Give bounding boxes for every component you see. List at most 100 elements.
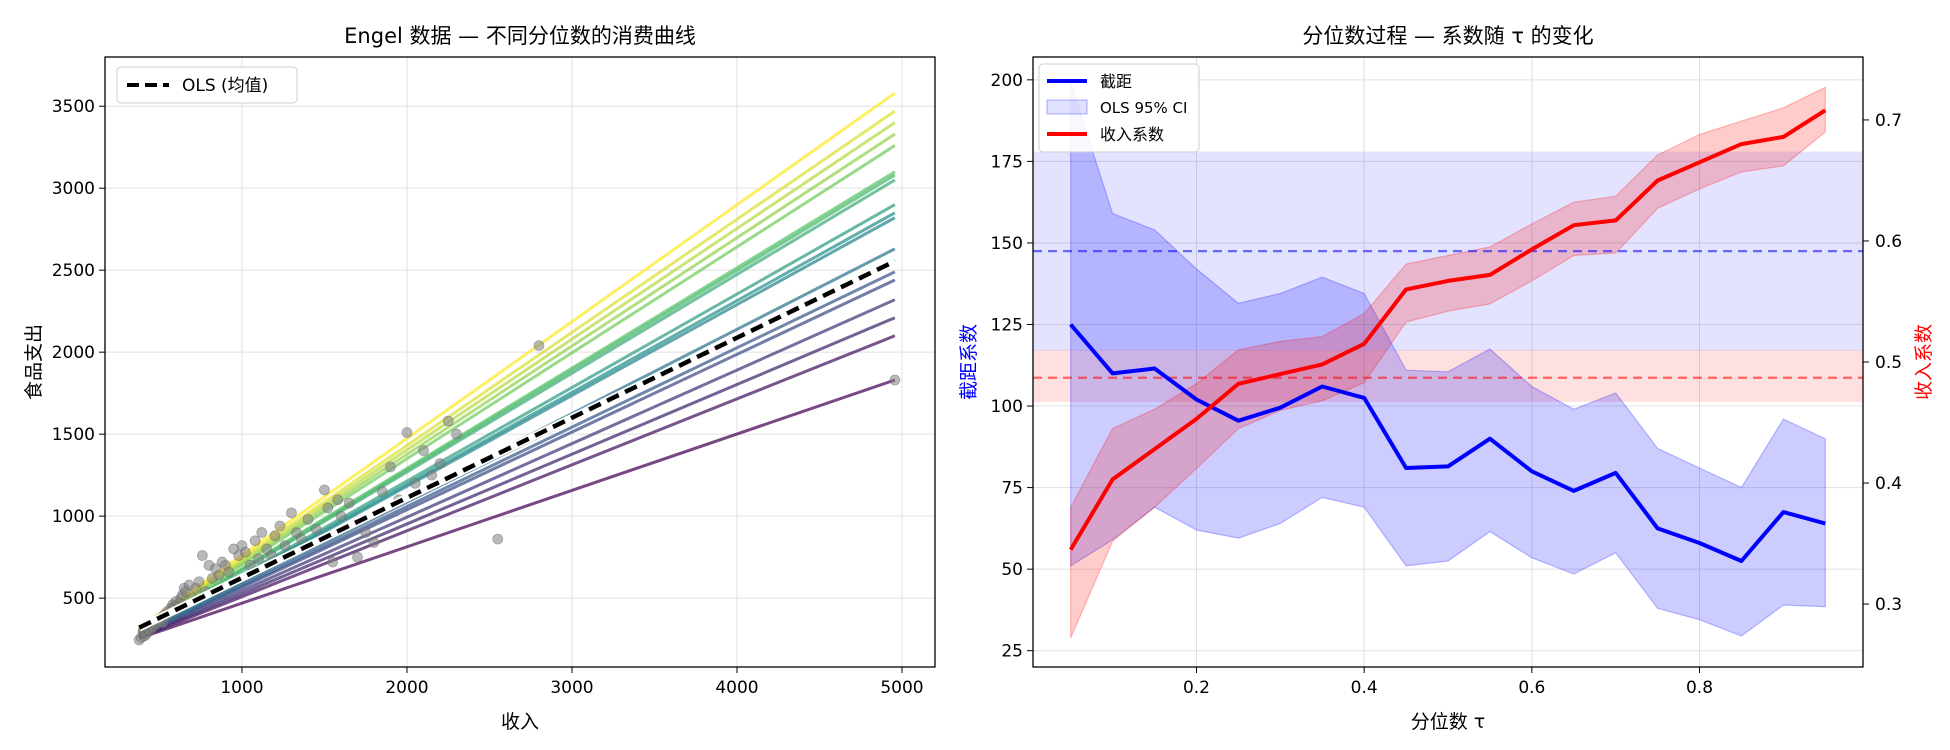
- y-left-tick-label: 75: [1001, 479, 1023, 499]
- plot-frame: [104, 56, 936, 668]
- scatter-point: [385, 461, 396, 473]
- y-tick-label: 1500: [52, 425, 95, 445]
- x-tick-label: 0.8: [1686, 678, 1713, 698]
- scatter-point: [451, 428, 462, 440]
- plot-area: [1033, 57, 1863, 667]
- income-ci-band: [1070, 86, 1826, 639]
- quantile-line: [138, 203, 896, 635]
- scatter-point: [223, 566, 235, 578]
- right-chart-title: 分位数过程 — 系数随 τ 的变化: [1302, 24, 1593, 48]
- grid: [1033, 57, 1863, 667]
- scatter-point: [319, 484, 330, 496]
- y-left-tick-label: 100: [991, 397, 1023, 417]
- scatter-point: [269, 530, 281, 542]
- x-tick-label: 4000: [715, 678, 758, 698]
- y-tick-label: 2000: [52, 343, 95, 363]
- income-line: [1068, 108, 1827, 551]
- income-ols-ci-band: [1033, 349, 1863, 402]
- legend-ci-label: OLS 95% CI: [1100, 99, 1187, 117]
- y-tick-label: 1000: [52, 507, 95, 527]
- scatter-point: [322, 502, 334, 514]
- y-right-tick-label: 0.6: [1875, 232, 1902, 252]
- scatter-point: [376, 486, 388, 497]
- scatter-point: [196, 550, 208, 561]
- quantile-process-chart: 0.2 0.4 0.6 0.8 25 50 75 100 125 150 175 200 0.3 0.4 0…: [958, 24, 1935, 733]
- intercept-line: [1069, 323, 1826, 563]
- scatter-point: [533, 340, 545, 352]
- scatter-point: [492, 533, 504, 545]
- coefficient-lines: [1033, 108, 1863, 563]
- scatter-point: [409, 477, 421, 489]
- right-x-axis-label: 分位数 τ: [1411, 711, 1485, 733]
- legend-ols-label: OLS (均值): [182, 76, 268, 96]
- scatter-points: [133, 340, 901, 646]
- scatter-point: [274, 520, 286, 532]
- scatter-point: [249, 535, 261, 547]
- left-chart-title: Engel 数据 — 不同分位数的消费曲线: [344, 24, 696, 48]
- quantile-line: [138, 316, 896, 639]
- legend-intercept-label: 截距: [1100, 72, 1132, 91]
- x-tick-label: 2000: [385, 678, 428, 698]
- scatter-point: [401, 427, 413, 438]
- axis-ticks: 1000 2000 3000 4000 5000 500 1000 1500 2000 2500 3…: [52, 97, 924, 698]
- right-y-right-label: 收入系数: [1913, 324, 1935, 400]
- y-left-tick-label: 200: [991, 71, 1023, 91]
- y-right-tick-label: 0.3: [1875, 595, 1902, 615]
- scatter-point: [352, 551, 363, 563]
- scatter-point: [193, 576, 205, 588]
- scatter-point: [310, 523, 322, 535]
- y-left-tick-label: 175: [991, 152, 1023, 172]
- scatter-point: [256, 527, 268, 538]
- scatter-point: [889, 374, 901, 386]
- scatter-point: [442, 415, 454, 427]
- y-left-tick-label: 25: [1001, 642, 1023, 662]
- scatter-point: [343, 497, 355, 509]
- scatter-point: [360, 527, 372, 538]
- x-tick-label: 5000: [880, 678, 923, 698]
- x-tick-label: 0.2: [1183, 678, 1210, 698]
- x-tick-label: 0.6: [1518, 678, 1545, 698]
- scatter-point: [434, 458, 446, 470]
- right-legend: 截距 OLS 95% CI 收入系数: [1038, 63, 1200, 153]
- scatter-point: [426, 469, 438, 481]
- quantile-line: [138, 109, 896, 631]
- scatter-point: [286, 507, 297, 519]
- quantile-line: [138, 278, 896, 638]
- engel-quantile-chart: 1000 2000 3000 4000 5000 500 1000 1500 2000 2500 3…: [23, 24, 936, 733]
- quantile-line: [138, 334, 896, 640]
- scatter-point: [335, 510, 347, 522]
- y-tick-label: 3000: [52, 179, 95, 199]
- left-legend: OLS (均值): [116, 66, 298, 104]
- quantile-line: [138, 270, 896, 637]
- legend-box: [1038, 63, 1200, 153]
- quantile-line: [138, 298, 896, 638]
- quantile-line: [138, 170, 896, 633]
- y-left-tick-label: 125: [991, 315, 1023, 335]
- scatter-point: [213, 569, 225, 581]
- scatter-point: [332, 494, 344, 506]
- scatter-point: [239, 546, 251, 558]
- ols-line-halo: [137, 257, 897, 632]
- left-y-axis-label: 食品支出: [23, 324, 45, 400]
- axis-ticks: 0.2 0.4 0.6 0.8 25 50 75 100 125 150 175 200 0.3 0.4 0…: [991, 71, 1903, 698]
- scatter-point: [418, 445, 429, 456]
- scatter-point: [253, 553, 264, 565]
- x-tick-label: 0.4: [1351, 678, 1378, 698]
- y-left-tick-label: 50: [1001, 560, 1023, 580]
- y-right-tick-label: 0.4: [1875, 474, 1902, 494]
- y-right-tick-label: 0.5: [1875, 353, 1902, 373]
- left-x-axis-label: 收入: [501, 711, 539, 733]
- scatter-point: [279, 540, 291, 552]
- legend-ci-swatch: [1046, 99, 1088, 115]
- x-tick-label: 3000: [550, 678, 593, 698]
- quantile-line: [138, 91, 896, 630]
- x-tick-label: 1000: [220, 678, 263, 698]
- y-tick-label: 500: [63, 589, 95, 609]
- scatter-point: [295, 533, 307, 545]
- y-right-tick-label: 0.7: [1875, 111, 1902, 131]
- scatter-point: [368, 536, 380, 548]
- y-tick-label: 2500: [52, 261, 95, 281]
- legend-income-label: 收入系数: [1100, 125, 1164, 144]
- right-y-left-label: 截距系数: [958, 324, 980, 400]
